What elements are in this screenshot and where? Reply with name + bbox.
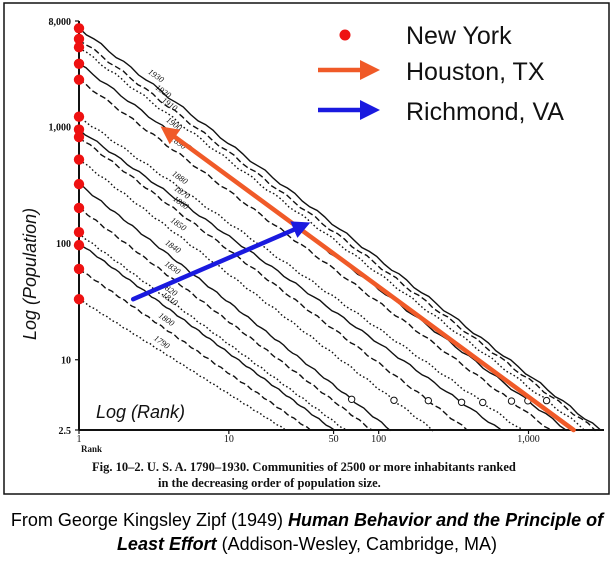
credit-prefix: From George Kingsley Zipf (1949) [10, 510, 289, 530]
legend-label-1: Houston, TX [406, 58, 545, 86]
source-credit: From George Kingsley Zipf (1949) Human B… [0, 508, 614, 556]
series-end-marker-1890 [507, 397, 516, 405]
y-tick-label: 1,000 [49, 122, 72, 133]
series-line-1860 [78, 137, 468, 431]
new-york-point-1840 [73, 178, 85, 190]
new-york-point-1930 [73, 23, 85, 34]
series-line-1790 [78, 299, 287, 432]
y-tick-label: 2.5 [59, 426, 72, 437]
new-york-point-1810 [73, 239, 85, 251]
y-tick-label: 100 [56, 239, 71, 250]
richmond-arrow-head [290, 221, 311, 238]
figure-caption-line-2: in the decreasing order of population si… [158, 476, 381, 490]
x-tick-label: 100 [371, 434, 386, 445]
new-york-point-1900 [73, 58, 85, 69]
series-line-1930 [78, 27, 601, 431]
new-york-point-1830 [73, 202, 85, 214]
credit-book-title: Human Behavior and the Principle of Leas… [116, 510, 604, 554]
series-end-marker-1880 [479, 398, 487, 407]
credit-suffix: (Addison-Wesley, Cambridge, MA) [216, 534, 498, 554]
figure-frame [3, 2, 610, 495]
x-tick-label: 10 [224, 434, 234, 445]
series-line-1810 [78, 242, 334, 430]
series-line-1830 [78, 206, 373, 431]
axes: 8,000 1,000 100 10 2.5 1 10 50 100 1,000 Rank [49, 17, 604, 454]
new-york-point-1790 [73, 294, 85, 305]
series-end-marker-1910 [542, 396, 551, 405]
series-lines [78, 27, 601, 432]
legend-label-0: New York [406, 22, 512, 50]
new-york-point-1860 [73, 131, 85, 143]
new-york-point-1850 [73, 154, 85, 165]
y-axis-title: Log (Population) [20, 208, 40, 340]
legend-arrow-head-1 [360, 60, 380, 80]
series-line-1800 [78, 268, 311, 431]
legend-arrow-head-2 [360, 100, 380, 120]
series-line-1870 [78, 128, 501, 430]
richmond-arrow-shaft [130, 227, 297, 302]
new-york-point-1910 [73, 42, 85, 53]
new-york-point-1880 [73, 111, 85, 122]
x-tick-label: 1,000 [517, 434, 540, 445]
legend-new-york-dot [339, 29, 351, 41]
x-axis-word-rank: Rank [81, 444, 102, 454]
series-end-marker-1870 [457, 398, 466, 406]
new-york-point-1870 [73, 124, 85, 135]
houston-arrow-head [160, 126, 181, 145]
houston-arrow-shaft [172, 134, 576, 433]
series-line-1910 [78, 47, 586, 432]
new-york-point-1820 [73, 226, 85, 238]
legend: New York Houston, TX Richmond, VA [318, 22, 564, 126]
new-york-point-1890 [73, 74, 85, 85]
x-axis-title: Log (Rank) [96, 402, 185, 422]
figure-caption-line-1: Fig. 10–2. U. S. A. 1790–1930. Communiti… [92, 460, 516, 474]
y-tick-label: 10 [61, 356, 71, 367]
y-tick-label: 8,000 [49, 17, 72, 28]
series-end-marker-1840 [347, 395, 356, 403]
x-tick-label: 1 [77, 434, 82, 445]
legend-label-2: Richmond, VA [406, 98, 564, 126]
x-tick-label: 50 [329, 434, 339, 445]
series-line-1920 [78, 39, 597, 432]
series-end-marker-1850 [390, 396, 398, 404]
new-york-point-1800 [73, 263, 85, 275]
series-line-1840 [78, 183, 391, 432]
overlay-arrows [130, 126, 576, 433]
new-york-points [73, 23, 85, 305]
series-end-marker-1860 [424, 396, 433, 405]
new-york-point-1920 [73, 33, 85, 45]
